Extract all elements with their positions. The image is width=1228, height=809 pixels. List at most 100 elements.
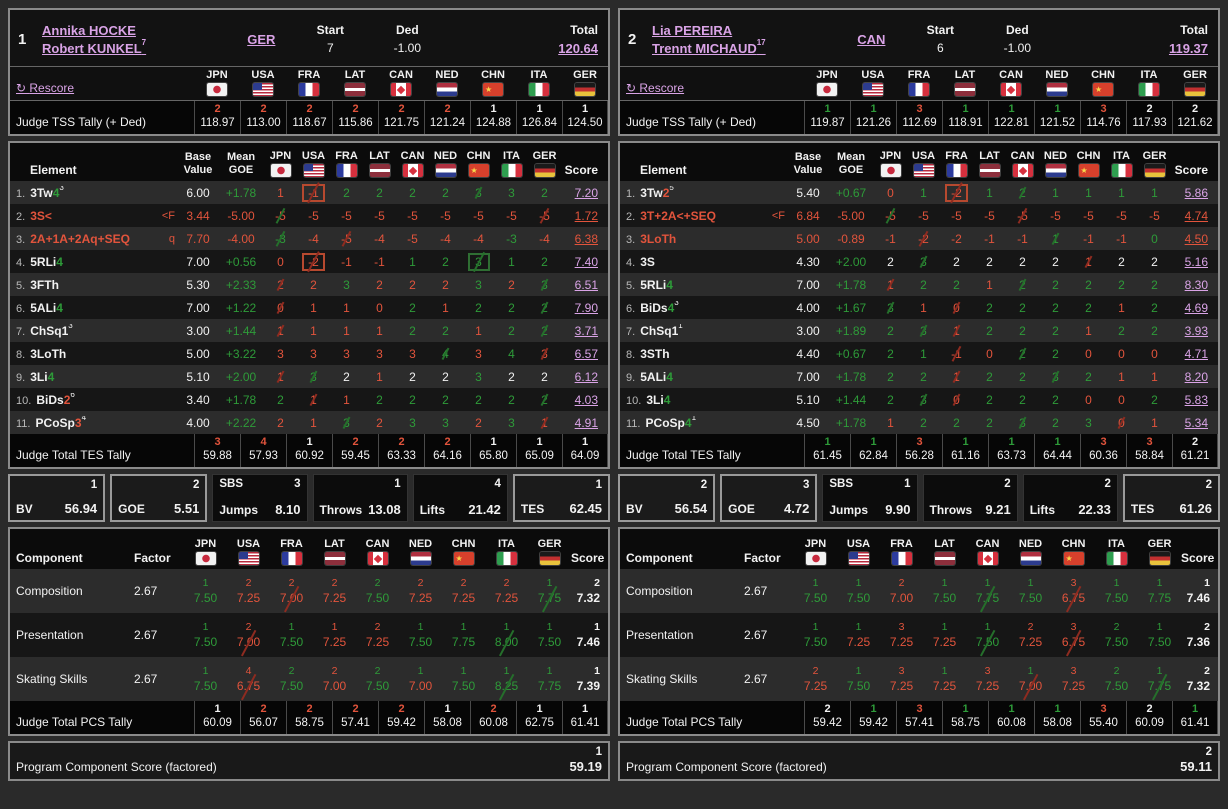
judge-goe-cell: 2 xyxy=(1006,186,1039,200)
judge-code: CAN xyxy=(999,69,1023,81)
judge-goe-value: 0 xyxy=(1118,392,1125,407)
judge-goe-value: 1 xyxy=(376,323,383,338)
judge-code: JPN xyxy=(879,150,902,162)
judge-goe-value: -5 xyxy=(1083,208,1094,223)
judge-goe-value: -1 xyxy=(984,231,995,246)
element-score-link[interactable]: 8.30 xyxy=(1184,277,1208,292)
element-score-link[interactable]: 4.74 xyxy=(1184,208,1208,223)
tally-value: 58.75 xyxy=(951,717,980,729)
element-name: 6. BiDs43 xyxy=(626,301,762,315)
judge-goe-cell: 2 xyxy=(1105,278,1138,292)
total-score-link[interactable]: 119.37 xyxy=(1168,40,1208,56)
element-score-link[interactable]: 5.16 xyxy=(1184,254,1208,269)
judge-goe-cell: 2 xyxy=(907,278,940,292)
score-header-label: Score xyxy=(564,163,598,177)
skater-name-link[interactable]: Robert KUNKEL7 xyxy=(42,37,147,56)
element-table: Element Base Value Mean GOE JPN USA FRA LAT CAN NE… xyxy=(618,141,1220,469)
judge-code: NED xyxy=(1018,538,1043,550)
tally-rank: 2 xyxy=(824,703,831,715)
element-score-link[interactable]: 3.71 xyxy=(574,323,598,338)
summary-label: Throws xyxy=(319,503,363,517)
judge-goe-value: 2 xyxy=(1052,300,1059,315)
rescore-link[interactable]: ↻ Rescore xyxy=(16,81,75,95)
component-row: Composition 2.67 1 7.50 1 7.50 2 7.00 1 7.50 1 7.75… xyxy=(620,569,1218,613)
element-score-link[interactable]: 6.57 xyxy=(574,346,598,361)
judge-code: GER xyxy=(1183,69,1207,81)
judge-goe-value: 2 xyxy=(277,277,284,292)
component-score-header: Score xyxy=(571,551,605,565)
judge-goe-cell: 2 xyxy=(462,301,495,315)
element-score-link[interactable]: 6.51 xyxy=(574,277,598,292)
element-row: 6. 5ALi4 7.00 +1.22 0 1 1 0 2 1 2 2 2 7.90 xyxy=(10,296,608,319)
element-name-part: BiDs xyxy=(640,300,668,315)
judge-code: FRA xyxy=(907,69,931,81)
element-number: 1. xyxy=(626,187,639,200)
rescore-link[interactable]: ↻ Rescore xyxy=(626,81,685,95)
element-score-link[interactable]: 5.83 xyxy=(1184,392,1208,407)
tally-cell: 3 56.28 xyxy=(896,434,942,467)
element-score-link[interactable]: 3.93 xyxy=(1184,323,1208,338)
tally-cell: 2 60.09 xyxy=(1126,701,1172,734)
component-cell-rank: 1 xyxy=(202,621,209,633)
element-score-link[interactable]: 8.20 xyxy=(1184,369,1208,384)
component-cell-rank: 2 xyxy=(245,577,252,589)
skater-name-link[interactable]: Lia PEREIRA xyxy=(652,22,733,38)
element-number: 2. xyxy=(16,210,29,223)
judge-goe-cell: 0 xyxy=(973,347,1006,361)
element-score-link[interactable]: 4.71 xyxy=(1184,346,1208,361)
component-cell-value: 7.00 xyxy=(889,591,914,605)
component-rows: Composition 2.67 1 7.50 2 7.25 2 7.00 2 7.25 2 7.50… xyxy=(10,569,608,701)
component-cell-value: 7.50 xyxy=(803,635,828,649)
element-score-cell: 4.71 xyxy=(1171,347,1212,361)
element-score-link[interactable]: 7.90 xyxy=(574,300,598,315)
component-cell: 3 7.25 xyxy=(1052,664,1095,694)
judge-goe-cell: 1 xyxy=(363,324,396,338)
skater-name-link[interactable]: Annika HOCKE xyxy=(42,22,136,38)
component-cell-value: 7.50 xyxy=(1018,591,1043,605)
element-score-link[interactable]: 7.40 xyxy=(574,254,598,269)
country-link[interactable]: GER xyxy=(247,31,276,47)
element-mean-goe: +0.56 xyxy=(225,254,257,269)
component-cell: 4 6.75 xyxy=(227,664,270,694)
total-score-link[interactable]: 120.64 xyxy=(558,40,598,56)
element-score-link[interactable]: 4.91 xyxy=(574,415,598,430)
component-cell: 1 7.50 xyxy=(184,620,227,650)
judge-goe-cell: 3 xyxy=(874,301,907,315)
element-score-link[interactable]: 4.03 xyxy=(574,392,598,407)
element-score-link[interactable]: 7.20 xyxy=(574,185,598,200)
element-number: 10. xyxy=(16,394,35,407)
tally-cell: 2 64.16 xyxy=(424,434,470,467)
judge-goe-cell: 0 xyxy=(264,255,297,269)
judge-goe-value: 2 xyxy=(541,254,548,269)
element-score-link[interactable]: 6.38 xyxy=(574,231,598,246)
tally-rank: 2 xyxy=(398,703,405,715)
summary-box-jumps: SBS 3 Jumps 8.10 xyxy=(212,474,308,522)
component-factor: 2.67 xyxy=(744,628,768,642)
element-row: 11. PCoSp41 4.50 +1.78 1 2 2 2 3 2 3 0 1 5.34 xyxy=(620,411,1218,434)
judge-goe-value: 2 xyxy=(887,254,894,269)
element-name-part: 4 xyxy=(47,369,55,384)
component-table-header: Component Factor JPN USA FRA LAT CAN NED CHN ITA G… xyxy=(10,529,608,569)
skater-names: Annika HOCKE Robert KUNKEL7 xyxy=(42,23,225,56)
component-table: Component Factor JPN USA FRA LAT CAN NED CHN ITA G… xyxy=(618,527,1220,736)
country-link[interactable]: CAN xyxy=(857,31,886,47)
skater-name-link[interactable]: Trennt MICHAUD17 xyxy=(652,37,766,56)
element-score-cell: 4.03 xyxy=(561,393,602,407)
element-score-link[interactable]: 4.69 xyxy=(1184,300,1208,315)
element-score-link[interactable]: 5.86 xyxy=(1184,185,1208,200)
component-cell: 1 7.75 xyxy=(528,576,571,606)
judge-goe-value: 1 xyxy=(1052,231,1059,246)
element-score-link[interactable]: 6.12 xyxy=(574,369,598,384)
element-score-link[interactable]: 5.34 xyxy=(1184,415,1208,430)
element-score-cell: 7.90 xyxy=(561,301,602,315)
element-mean-goe: +1.78 xyxy=(835,369,867,384)
element-mean-goe: -0.89 xyxy=(837,231,865,246)
component-cell: 1 7.00 xyxy=(1009,664,1052,694)
component-cell-rank: 1 xyxy=(503,621,510,633)
tally-value: 60.36 xyxy=(1089,450,1118,462)
element-score-link[interactable]: 1.72 xyxy=(574,208,598,223)
summary-value: 56.54 xyxy=(674,501,708,516)
summary-label: GOE xyxy=(118,502,145,516)
element-score-link[interactable]: 4.50 xyxy=(1184,231,1208,246)
element-score-cell: 3.71 xyxy=(561,324,602,338)
